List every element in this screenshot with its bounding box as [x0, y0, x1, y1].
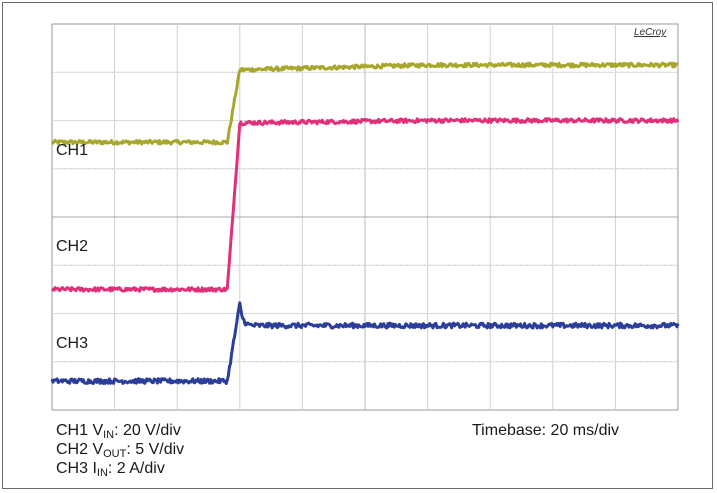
- channel-label-ch3: CH3: [56, 335, 88, 352]
- ch2-scale: CH2 VOUT: 5 V/div: [56, 441, 185, 460]
- trace-ch1: [50, 61, 679, 146]
- channel-label-ch2: CH2: [56, 238, 88, 255]
- scale-legend: CH1 VIN: 20 V/div CH2 VOUT: 5 V/div CH3 …: [56, 421, 185, 479]
- trace-ch3: [50, 301, 680, 385]
- ch1-scale: CH1 VIN: 20 V/div: [56, 422, 181, 441]
- ch3-scale: CH3 IIN: 2 A/div: [56, 460, 165, 479]
- grid: [52, 24, 678, 410]
- channel-label-ch1: CH1: [56, 142, 88, 159]
- brand-logo-text: LeCroy: [634, 27, 667, 38]
- traces: [50, 61, 680, 385]
- channel-labels: CH1 CH2 CH3: [56, 142, 88, 352]
- trace-ch2: [50, 117, 680, 293]
- timebase-label: Timebase: 20 ms/div: [472, 422, 620, 439]
